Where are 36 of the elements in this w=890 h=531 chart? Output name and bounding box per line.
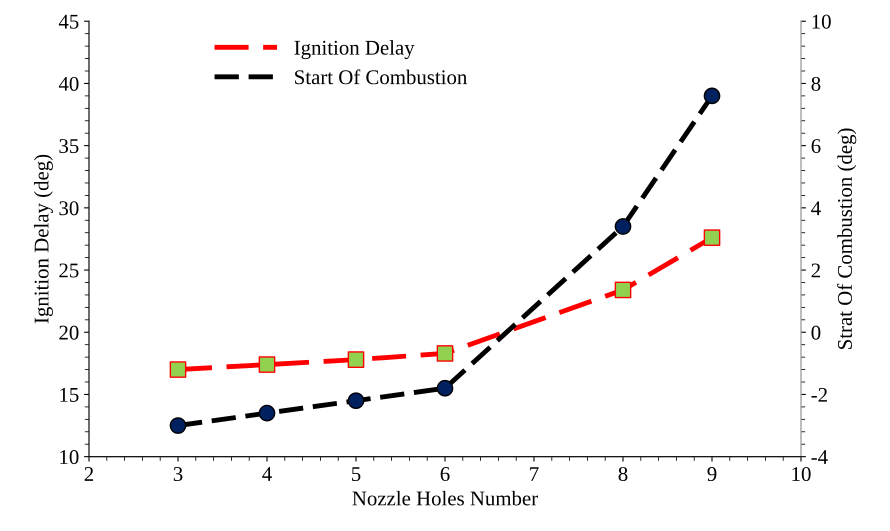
y-tick-label: 45 (58, 14, 78, 29)
y2-tick-label: 2 (812, 263, 820, 278)
y-tick-label: 35 (59, 139, 78, 154)
y2-tick-label: 0 (812, 326, 820, 340)
y2-tick-label: -2 (811, 388, 827, 402)
x-tick-label: 8 (618, 466, 628, 482)
x-axis-title: Nozzle Holes Number (352, 490, 538, 506)
y2-axis-title: Strat Of Combustion (deg) (837, 128, 856, 349)
x-tick-label: 2 (84, 467, 94, 481)
y2-tick-label: -4 (811, 450, 828, 464)
point (436, 345, 454, 362)
x-tick-label: 5 (352, 467, 360, 482)
y2-tick-label: 4 (811, 201, 821, 216)
x-tick-label: 7 (530, 467, 539, 481)
y-tick-label: 30 (59, 201, 78, 216)
x-tick-label: 3 (174, 467, 182, 482)
legend-label: Start Of Combustion (295, 69, 468, 84)
y2-tick-label: 6 (812, 139, 821, 154)
y-tick-label: 25 (59, 263, 78, 278)
point (704, 229, 720, 246)
point (258, 356, 276, 373)
y-axis-title: Ignition Delay (deg) (34, 154, 53, 324)
y-tick-label: 10 (60, 450, 78, 464)
x-tick-label: 6 (440, 467, 450, 482)
y2-tick-label: 10 (812, 14, 831, 29)
point (170, 361, 186, 378)
point (614, 282, 632, 298)
point (348, 351, 364, 368)
x-tick-label: 9 (707, 467, 716, 482)
x-tick-label: 10 (792, 466, 811, 482)
x-tick-label: 4 (262, 467, 272, 481)
y-tick-label: 40 (58, 76, 78, 91)
legend-label: Ignition Delay (294, 40, 415, 60)
y-tick-label: 20 (59, 326, 78, 340)
y2-tick-label: 8 (812, 76, 820, 91)
y-tick-label: 15 (60, 388, 78, 402)
